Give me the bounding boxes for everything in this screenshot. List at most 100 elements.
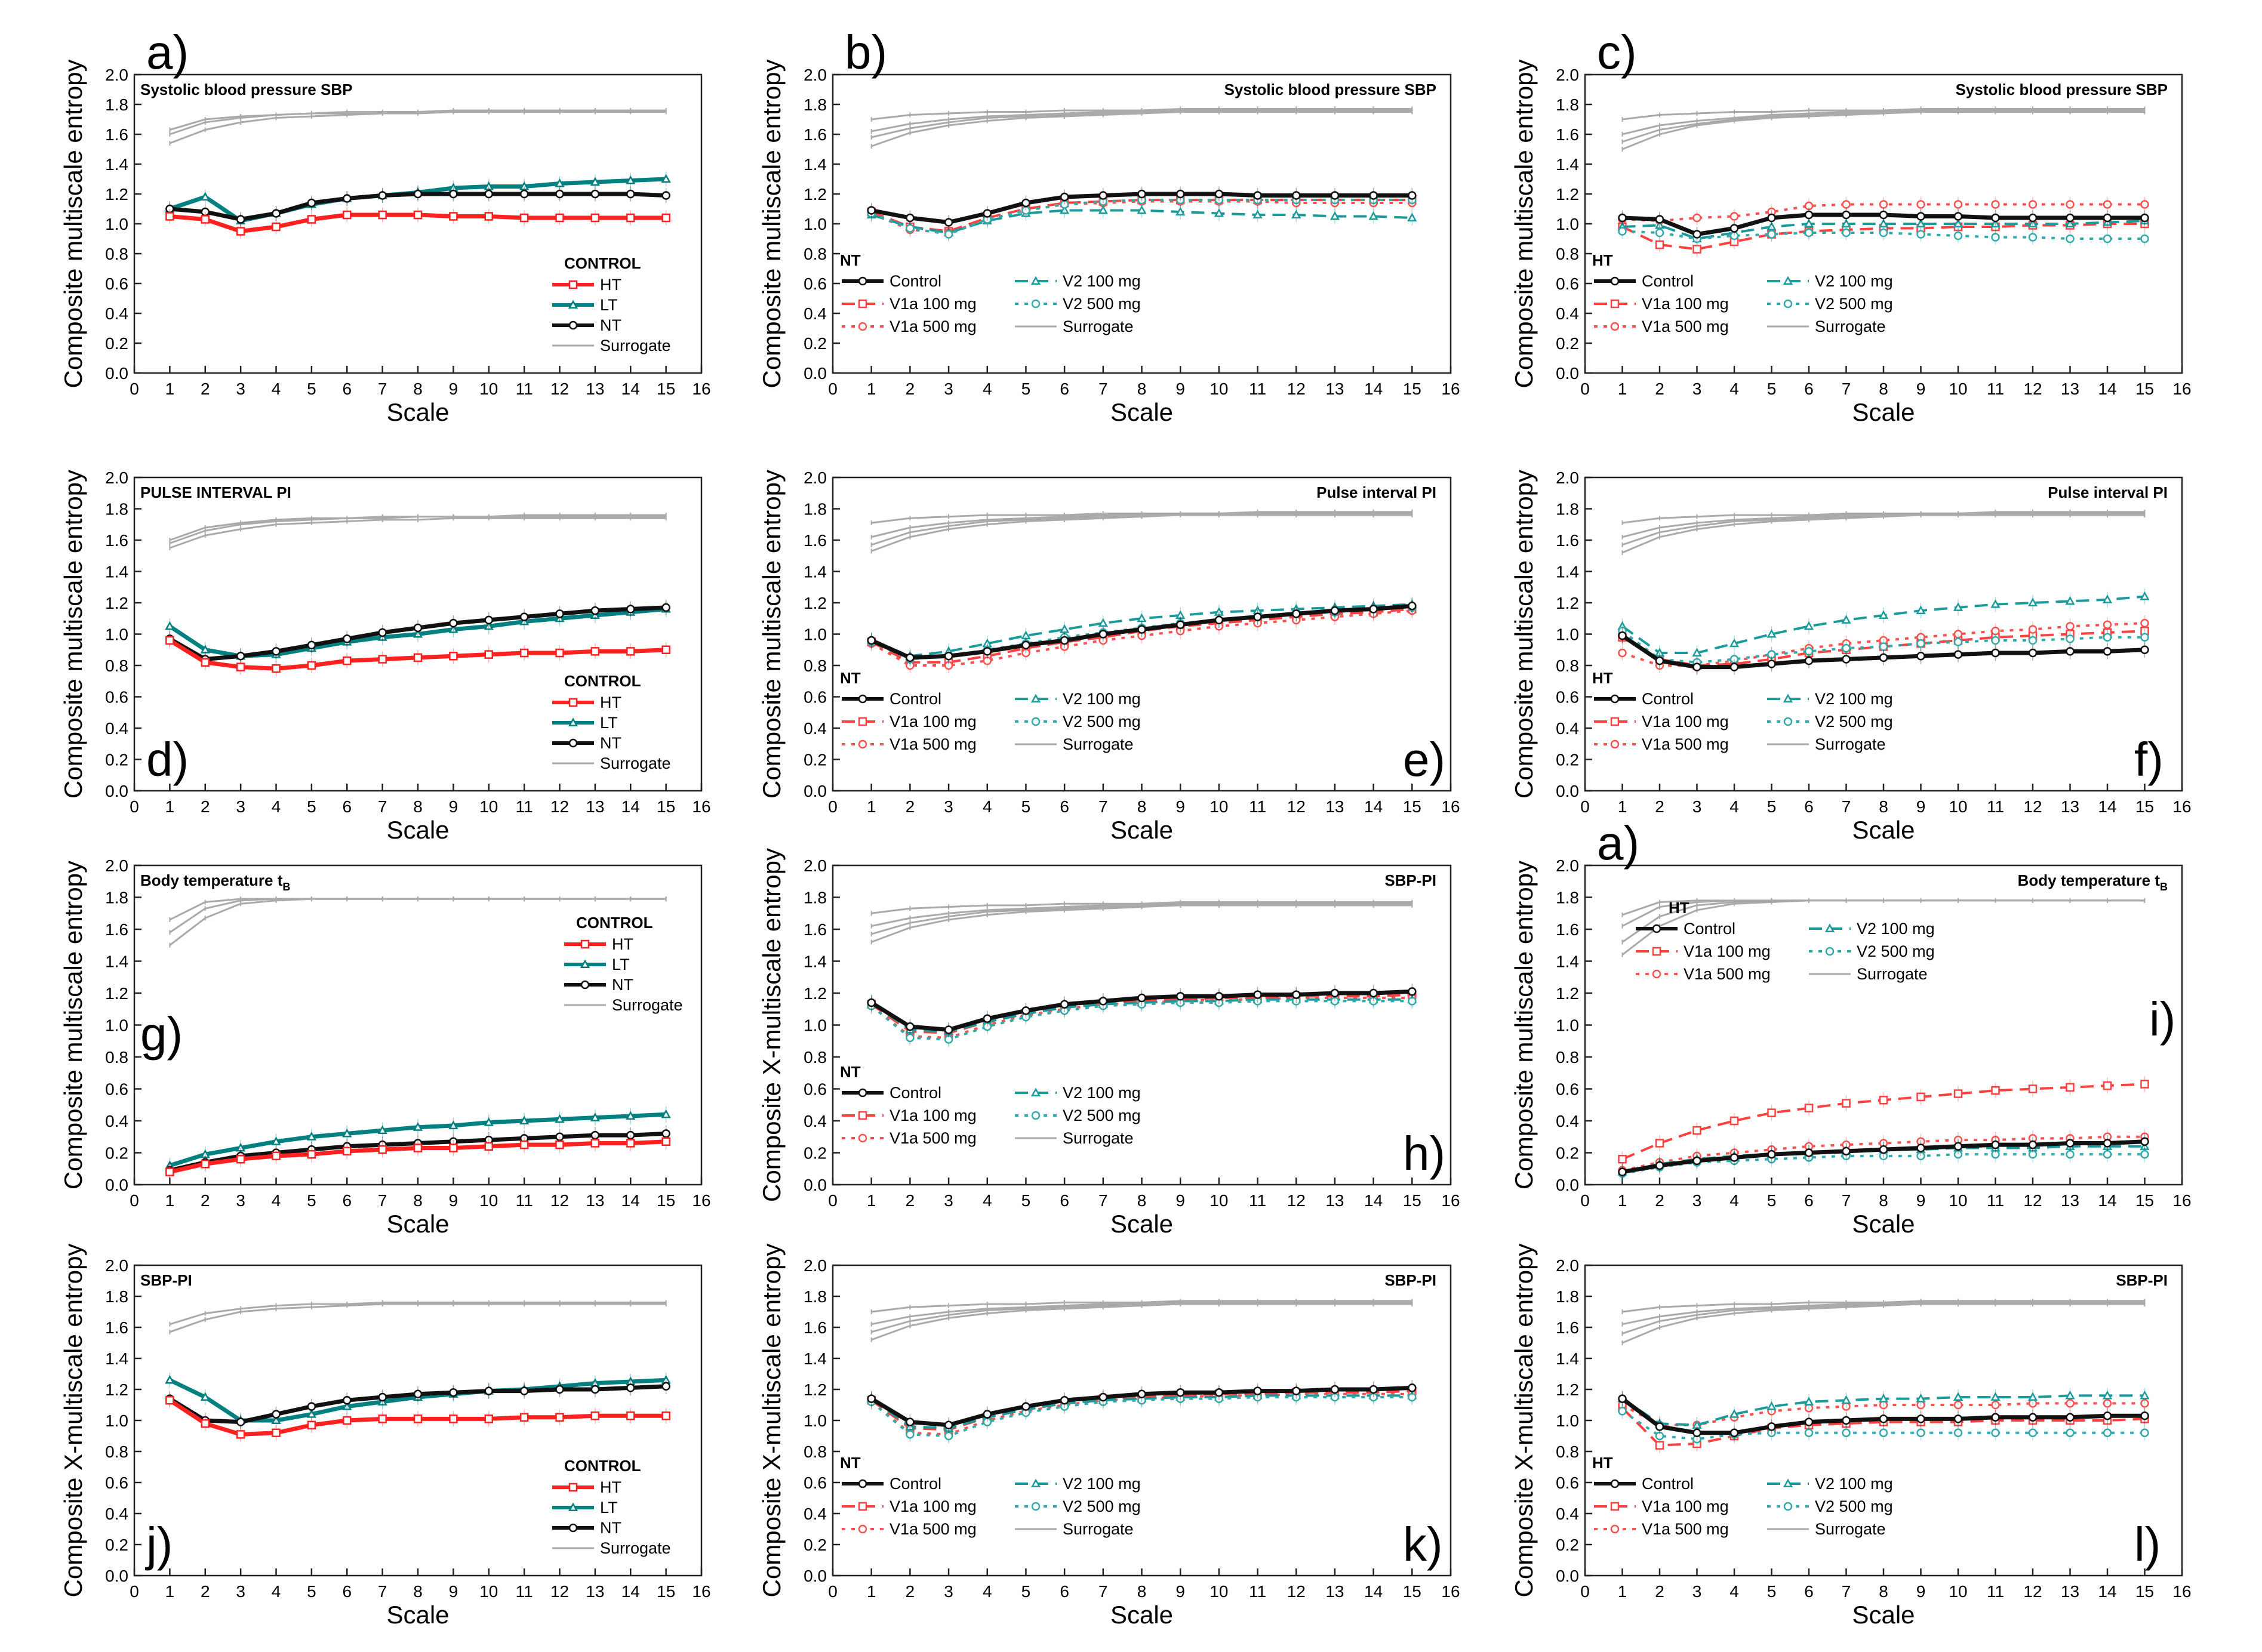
x-tick-label: 2	[906, 797, 915, 816]
data-point	[2027, 218, 2038, 228]
y-tick-label: 0.0	[1556, 1567, 1579, 1585]
x-tick-label: 13	[2061, 797, 2079, 816]
series-line	[1621, 622, 2145, 667]
data-point	[1916, 652, 1925, 661]
data-point	[1253, 1386, 1262, 1395]
legend-label: Control	[890, 1475, 941, 1493]
legend-label: V2 500 mg	[1063, 295, 1141, 313]
data-point	[1804, 218, 1814, 228]
x-tick-label: 1	[165, 797, 175, 816]
panel-letter: g)	[140, 1007, 183, 1061]
data-point	[1329, 211, 1340, 220]
y-tick-label: 2.0	[105, 66, 128, 84]
data-point	[307, 640, 316, 650]
x-tick-label: 10	[1210, 797, 1228, 816]
x-tick-label: 4	[983, 797, 992, 816]
chart-panel-3: 0 1 2 3 4 5 6 7 8 9 10 11 12 13 14 15 160.00.20.40.60.81…	[1510, 26, 2192, 426]
x-tick-label: 6	[1804, 797, 1814, 816]
series-control	[1618, 207, 2149, 242]
x-tick-label: 2	[1655, 1582, 1664, 1601]
x-tick-label: 11	[1249, 797, 1266, 816]
legend-label: V1a 500 mg	[890, 735, 977, 753]
data-point	[626, 605, 635, 614]
x-tick-label: 9	[449, 380, 458, 398]
y-tick-label: 1.0	[105, 1411, 128, 1430]
data-point	[661, 174, 671, 183]
legend-label: Surrogate	[1815, 735, 1886, 753]
x-tick-label: 16	[2172, 380, 2191, 398]
panel-letter: j)	[145, 1518, 173, 1571]
legend-label: Control	[1642, 690, 1694, 708]
data-point	[1842, 210, 1851, 220]
data-point	[590, 1112, 600, 1121]
legend-label: V2 500 mg	[1063, 713, 1141, 731]
x-tick-label: 14	[1364, 797, 1383, 816]
x-tick-label: 3	[1692, 380, 1702, 398]
legend-marker	[580, 980, 590, 990]
legend-label: V1a 500 mg	[1642, 318, 1729, 335]
data-point	[1842, 1099, 1851, 1108]
legend-marker	[858, 1111, 867, 1120]
data-point	[2103, 200, 2112, 209]
legend-label: Control	[1684, 920, 1735, 938]
x-tick-label: 6	[1804, 1191, 1814, 1210]
legend-marker	[568, 698, 578, 707]
chart-title: Body temperature tB	[2018, 871, 2168, 893]
x-tick-label: 9	[1175, 797, 1185, 816]
data-point	[236, 652, 245, 661]
data-point	[1767, 1108, 1776, 1117]
legend-label: NT	[612, 976, 633, 994]
data-point	[343, 1416, 352, 1425]
data-point	[1655, 240, 1664, 249]
x-tick-label: 1	[165, 1582, 175, 1601]
data-point	[1953, 212, 1963, 221]
series-control	[1618, 1133, 2149, 1180]
data-point	[590, 213, 600, 223]
data-point	[1175, 1388, 1185, 1397]
data-point	[1369, 605, 1378, 614]
data-point	[1408, 997, 1417, 1006]
legend-label: Control	[1642, 272, 1694, 290]
x-tick-label: 13	[586, 797, 604, 816]
data-point	[1214, 992, 1224, 1001]
data-point	[343, 1395, 352, 1405]
data-point	[555, 613, 565, 622]
chart-title: SBP-PI	[1384, 1271, 1436, 1289]
x-tick-label: 9	[1916, 380, 1926, 398]
data-point	[2066, 1399, 2075, 1408]
data-point	[484, 212, 493, 221]
y-tick-label: 1.6	[1556, 920, 1579, 939]
x-tick-label: 3	[1692, 797, 1702, 816]
data-point	[1804, 656, 1814, 665]
series-lt	[165, 1106, 671, 1174]
chart-title: SBP-PI	[140, 1271, 192, 1289]
data-point	[272, 209, 281, 218]
y-tick-label: 1.6	[105, 531, 128, 550]
x-tick-label: 12	[1287, 1191, 1306, 1210]
y-tick-label: 1.8	[804, 1287, 827, 1306]
y-tick-label: 1.6	[804, 1318, 827, 1337]
legend-marker	[1783, 694, 1793, 703]
legend-label: V2 100 mg	[1815, 690, 1893, 708]
data-point	[906, 213, 915, 223]
data-point	[2140, 200, 2149, 209]
data-point	[519, 213, 529, 223]
data-point	[1214, 615, 1224, 625]
x-tick-label: 11	[516, 1582, 533, 1601]
x-tick-label: 0	[130, 797, 139, 816]
data-point	[661, 191, 670, 200]
legend-label: V2 100 mg	[1815, 1475, 1893, 1493]
y-tick-label: 2.0	[1556, 856, 1579, 875]
x-tick-label: 15	[657, 380, 675, 398]
data-point	[1766, 628, 1777, 638]
y-tick-label: 0.8	[804, 1443, 827, 1461]
x-tick-label: 5	[1021, 1191, 1031, 1210]
legend-label: V1a 100 mg	[890, 713, 977, 731]
y-tick-label: 1.2	[804, 984, 827, 1003]
data-point	[272, 1428, 281, 1438]
x-tick-label: 16	[1441, 797, 1460, 816]
data-point	[413, 1389, 423, 1399]
data-point	[661, 1129, 670, 1138]
data-point	[1729, 224, 1739, 233]
y-tick-label: 0.4	[1556, 1505, 1579, 1523]
